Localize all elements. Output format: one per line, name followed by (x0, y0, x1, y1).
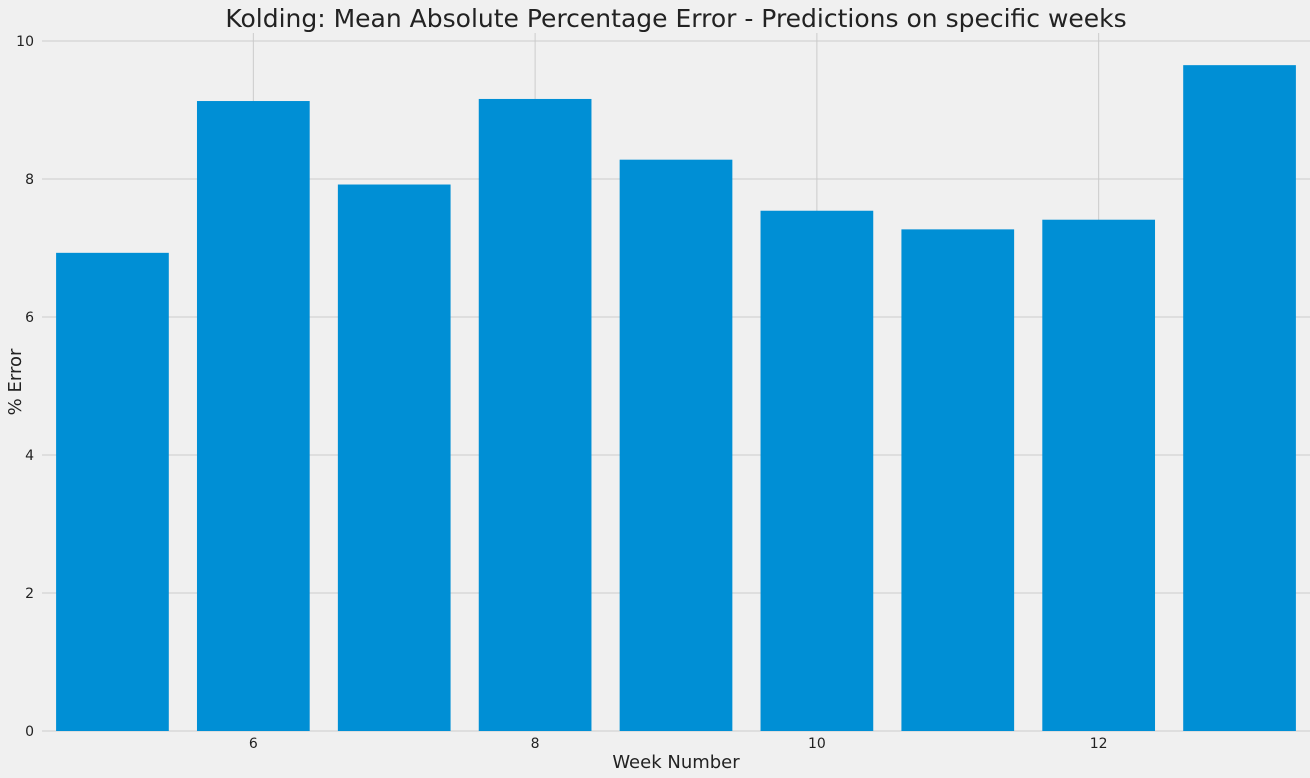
bar-week-10 (760, 210, 874, 732)
bar-week-5 (56, 252, 169, 731)
y-tick-label: 8 (25, 172, 34, 188)
bars-layer (56, 65, 1296, 732)
y-axis-label: % Error (5, 348, 26, 415)
y-tick-label: 10 (16, 34, 34, 50)
x-tick-label: 10 (808, 736, 826, 752)
bar-week-9 (619, 159, 733, 731)
ticks-layer: 0 2 4 6 8 10 6 8 10 12 (16, 34, 1107, 752)
bar-week-6 (196, 101, 310, 731)
bar-week-12 (1042, 219, 1156, 731)
bar-week-11 (901, 229, 1015, 731)
x-tick-label: 6 (249, 736, 258, 752)
x-tick-label: 12 (1090, 736, 1108, 752)
chart-title: Kolding: Mean Absolute Percentage Error … (225, 4, 1126, 33)
y-tick-label: 4 (25, 448, 34, 464)
bar-week-13 (1183, 65, 1296, 731)
y-tick-label: 6 (25, 310, 34, 326)
x-axis-label: Week Number (612, 752, 740, 773)
y-tick-label: 0 (25, 724, 34, 740)
bar-week-7 (337, 184, 451, 731)
y-tick-label: 2 (25, 586, 34, 602)
bar-week-8 (478, 98, 592, 731)
x-tick-label: 8 (531, 736, 540, 752)
